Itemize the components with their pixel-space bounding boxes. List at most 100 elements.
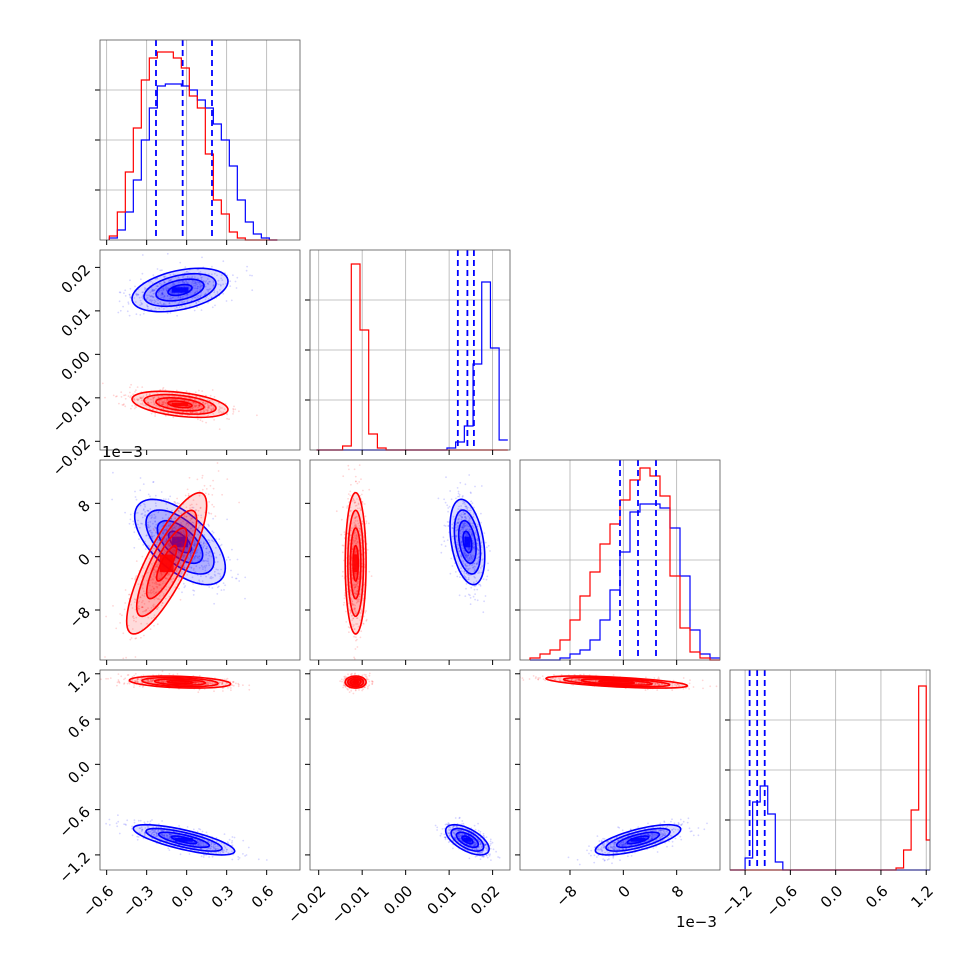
- scatter-point: [355, 542, 358, 545]
- scatter-point: [471, 534, 474, 537]
- scatter-point: [139, 402, 142, 405]
- scatter-point: [354, 612, 356, 615]
- scatter-point: [134, 672, 137, 675]
- scatter-point: [195, 565, 198, 568]
- scatter-point: [165, 414, 167, 417]
- scatter-point: [353, 624, 355, 626]
- scatter-point: [156, 623, 159, 626]
- scatter-point: [197, 533, 199, 536]
- scatter-point: [126, 819, 129, 822]
- scatter-point: [236, 558, 239, 561]
- scatter-point: [211, 576, 214, 579]
- scatter-point: [173, 283, 176, 286]
- scatter-point: [188, 535, 190, 538]
- scatter-point: [176, 533, 178, 535]
- scatter-point: [222, 690, 224, 692]
- scatter-point: [232, 274, 234, 277]
- scatter-point: [182, 516, 185, 519]
- scatter-point: [154, 592, 157, 594]
- scatter-point: [152, 528, 155, 530]
- scatter-point: [127, 624, 130, 627]
- scatter-point: [124, 589, 127, 591]
- scatter-point: [233, 405, 235, 408]
- scatter-point: [469, 556, 471, 558]
- scatter-point: [221, 850, 224, 853]
- scatter-point: [153, 573, 156, 576]
- scatter-point: [467, 554, 470, 557]
- scatter-point: [181, 591, 183, 594]
- scatter-point: [227, 852, 230, 855]
- scatter-point: [465, 554, 468, 556]
- scatter-point: [163, 296, 166, 298]
- scatter-point: [210, 575, 213, 578]
- scatter-point: [152, 289, 155, 292]
- scatter-point: [244, 576, 247, 579]
- scatter-point: [464, 512, 466, 515]
- scatter-point: [467, 515, 470, 517]
- scatter-point: [219, 575, 222, 578]
- scatter-point: [471, 533, 474, 535]
- scatter-point: [175, 539, 178, 542]
- scatter-point: [363, 503, 366, 505]
- scatter-point: [166, 835, 168, 837]
- scatter-point: [207, 407, 210, 409]
- scatter-point: [244, 597, 246, 600]
- scatter-point: [197, 844, 200, 846]
- scatter-point: [195, 411, 198, 414]
- scatter-point: [164, 540, 167, 543]
- scatter-point: [365, 610, 367, 612]
- scatter-point: [444, 525, 447, 527]
- density-peak: [464, 536, 471, 548]
- scatter-point: [345, 610, 347, 613]
- scatter-point: [141, 606, 144, 609]
- scatter-point: [141, 512, 144, 515]
- scatter-point: [142, 312, 145, 315]
- scatter-point: [138, 607, 141, 610]
- scatter-point: [157, 396, 160, 399]
- scatter-point: [204, 566, 207, 569]
- scatter-point: [471, 533, 473, 536]
- scatter-point: [194, 281, 197, 284]
- scatter-point: [211, 540, 214, 542]
- scatter-point: [360, 612, 362, 614]
- scatter-point: [462, 562, 465, 564]
- scatter-point: [357, 507, 359, 510]
- scatter-point: [481, 541, 483, 544]
- scatter-point: [466, 558, 469, 560]
- scatter-point: [194, 283, 197, 285]
- scatter-point: [191, 530, 194, 532]
- scatter-point: [181, 280, 184, 283]
- scatter-point: [112, 471, 114, 474]
- scatter-point: [179, 562, 182, 565]
- scatter-point: [206, 545, 209, 548]
- scatter-point: [205, 280, 208, 282]
- scatter-point: [195, 404, 198, 407]
- scatter-point: [455, 535, 458, 538]
- scatter-point: [472, 547, 475, 550]
- scatter-point: [365, 619, 368, 622]
- scatter-point: [108, 818, 111, 821]
- scatter-point: [459, 576, 461, 578]
- scatter-point: [360, 478, 362, 481]
- scatter-point: [455, 534, 458, 537]
- scatter-point: [192, 280, 194, 282]
- scatter-point: [193, 567, 195, 570]
- scatter-point: [140, 399, 143, 402]
- scatter-point: [463, 552, 465, 555]
- marginal-panel-0: [95, 39, 301, 241]
- scatter-point: [212, 280, 215, 282]
- scatter-point: [169, 541, 172, 544]
- contour-line: [167, 283, 193, 297]
- scatter-point: [208, 586, 211, 588]
- scatter-point: [161, 522, 164, 524]
- scatter-point: [186, 488, 189, 491]
- scatter-point: [169, 544, 172, 547]
- scatter-point: [468, 517, 471, 519]
- scatter-point: [451, 527, 454, 530]
- scatter-point: [167, 498, 170, 500]
- scatter-point: [151, 581, 154, 584]
- scatter-point: [152, 290, 155, 292]
- scatter-point: [153, 833, 155, 836]
- scatter-point: [138, 538, 140, 540]
- scatter-point: [188, 476, 191, 479]
